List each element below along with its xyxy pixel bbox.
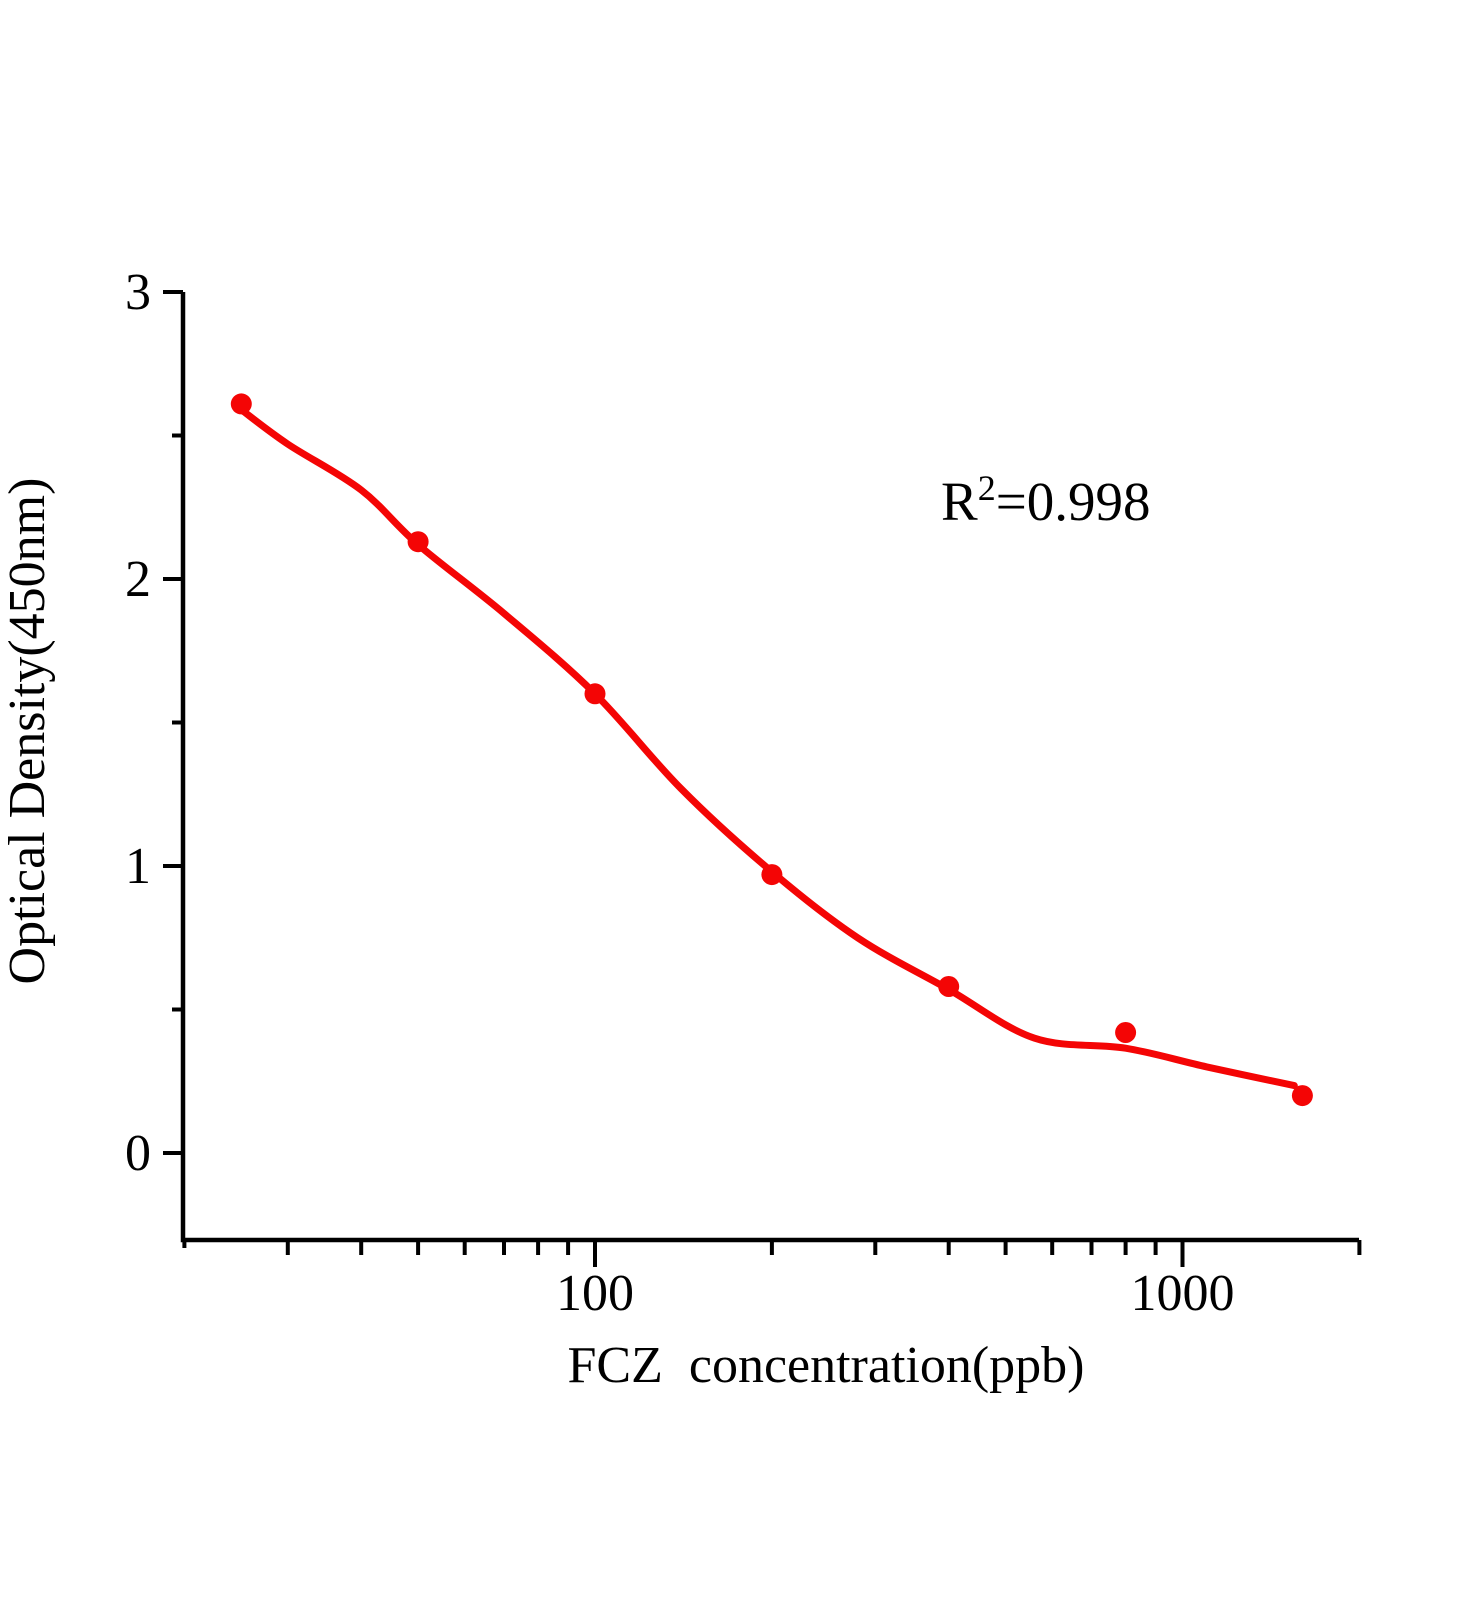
fit-curve — [237, 406, 1298, 1090]
data-point — [938, 976, 960, 997]
r-squared-annotation: R2=0.998 — [941, 468, 1150, 532]
x-tick-label: 1000 — [1131, 1265, 1235, 1322]
data-point — [1291, 1085, 1313, 1107]
y-tick-label: 0 — [125, 1125, 151, 1182]
data-point — [230, 393, 252, 415]
y-axis: 3 2 1 0 — [125, 264, 183, 1182]
data-series — [230, 393, 1313, 1107]
y-axis-title: Optical Density(450nm) — [0, 478, 56, 985]
y-tick-label: 2 — [125, 551, 151, 608]
data-point — [407, 531, 429, 553]
y-tick-label: 3 — [125, 264, 151, 321]
data-point — [584, 683, 606, 705]
x-tick-label: 100 — [556, 1265, 634, 1322]
data-point — [1115, 1022, 1137, 1043]
axes-frame — [180, 292, 1359, 1243]
r-squared-value: =0.998 — [996, 471, 1151, 532]
x-axis: 100 1000 — [182, 1240, 1362, 1322]
y-tick-label: 1 — [125, 838, 151, 895]
r-squared-exponent: 2 — [978, 468, 996, 508]
x-axis-title: FCZ concentration(ppb) — [568, 1337, 1085, 1394]
r-squared-base: R — [941, 471, 978, 532]
axes: 3 2 1 0 100 1000 — [125, 264, 1362, 1322]
data-point — [761, 864, 783, 886]
